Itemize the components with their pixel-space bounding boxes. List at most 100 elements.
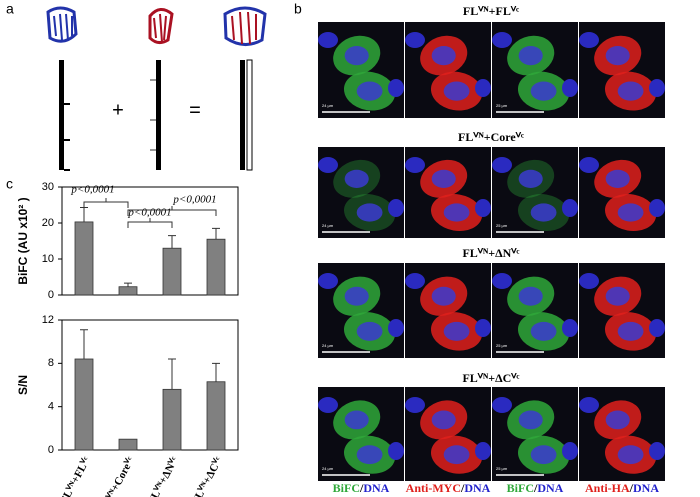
nucleus	[617, 81, 644, 101]
error-bar	[80, 329, 88, 359]
nucleus	[649, 79, 665, 97]
nucleus	[388, 79, 404, 97]
column-label-part: DNA	[633, 481, 659, 495]
nucleus	[475, 79, 491, 97]
schematic: + =	[46, 6, 267, 171]
bar	[162, 388, 182, 451]
panel-label: c	[6, 176, 13, 192]
column-label: Anti-HA/DNA	[585, 481, 659, 495]
nucleus	[579, 32, 599, 48]
annotation: p<0,0001	[127, 207, 171, 219]
x-tick-label: FLⱽᴺ+Coreⱽᶜ	[98, 455, 137, 497]
y-axis-label: BiFC (AU x10² )	[16, 197, 30, 284]
annotation: p<0,0001	[172, 194, 216, 206]
y-axis-label: S/N	[16, 375, 30, 395]
nucleus	[605, 169, 630, 188]
nucleus	[431, 410, 456, 430]
nucleus	[562, 442, 578, 460]
nucleus	[443, 81, 470, 101]
nucleus	[318, 32, 338, 48]
nucleus	[579, 157, 599, 173]
nucleus	[405, 273, 425, 289]
nucleus	[562, 79, 578, 97]
nucleus	[649, 199, 665, 217]
y-tick-label: 4	[48, 401, 54, 413]
nucleus	[518, 286, 543, 306]
nucleus	[356, 81, 383, 101]
x-tick-label: FLⱽᴺ+ΔCⱽᶜ	[190, 455, 225, 497]
nucleus	[530, 203, 557, 222]
nucleus	[388, 442, 404, 460]
column-label: Anti-MYC/DNA	[406, 481, 491, 495]
nucleus	[518, 410, 543, 430]
nucleus	[431, 169, 456, 188]
nucleus	[579, 273, 599, 289]
nucleus	[530, 81, 557, 101]
nucleus	[344, 46, 369, 66]
scale-label: 24 µm	[322, 343, 334, 348]
y-tick-label: 10	[42, 253, 54, 265]
column-label-part: /	[460, 481, 465, 495]
row-title: FLⱽᴺ+FLⱽᶜ	[463, 4, 519, 18]
error-bar	[168, 235, 176, 249]
nucleus	[344, 410, 369, 430]
error-bar	[80, 207, 88, 222]
bracket	[127, 218, 173, 228]
bar	[206, 381, 226, 451]
nucleus	[605, 286, 630, 306]
bar	[206, 238, 226, 296]
nucleus	[562, 199, 578, 217]
column-label-part: BiFC	[507, 481, 534, 495]
nucleus	[388, 319, 404, 337]
bracket	[127, 206, 217, 216]
column-label-part: /	[629, 481, 634, 495]
error-bar	[212, 227, 220, 240]
scale-label: 25 µm	[496, 103, 508, 108]
nucleus	[562, 319, 578, 337]
nucleus	[356, 445, 383, 465]
row-title: FLⱽᴺ+ΔNⱽᶜ	[462, 246, 519, 260]
nucleus	[579, 397, 599, 413]
nucleus	[492, 32, 512, 48]
nucleus	[443, 203, 470, 222]
scale-label: 25 µm	[496, 223, 508, 228]
nucleus	[649, 319, 665, 337]
bar	[162, 247, 182, 296]
annotation: p<0,0001	[70, 184, 114, 196]
nucleus	[617, 445, 644, 465]
nucleus	[530, 321, 557, 341]
scale-label: 24 µm	[322, 466, 334, 471]
micrograph-panel: FLⱽᴺ+FLⱽᶜ 24 µm 25 µm FLⱽᴺ+Coreⱽᶜ 24 µm 25 µm…	[318, 4, 665, 495]
nucleus	[492, 273, 512, 289]
bracket	[83, 198, 129, 208]
nucleus	[518, 169, 543, 188]
column-label-part: DNA	[464, 481, 490, 495]
nucleus	[475, 199, 491, 217]
y-tick-label: 30	[42, 181, 54, 193]
y-tick-label: 20	[42, 217, 54, 229]
plot-frame	[61, 186, 239, 296]
bar	[74, 221, 94, 296]
nucleus	[431, 46, 456, 66]
panel-label: a	[6, 1, 14, 17]
nucleus	[475, 442, 491, 460]
y-tick-label: 0	[48, 289, 54, 301]
nucleus	[318, 397, 338, 413]
nucleus	[617, 203, 644, 222]
plus: +	[112, 99, 124, 121]
y-tick-label: 0	[48, 444, 54, 456]
x-tick-label: FLⱽᴺ+ΔNⱽᶜ	[146, 455, 181, 497]
nucleus	[475, 319, 491, 337]
nucleus	[605, 410, 630, 430]
scale-label: 24 µm	[322, 103, 334, 108]
nucleus	[617, 321, 644, 341]
bar	[118, 286, 138, 296]
column-label-part: Anti-MYC	[406, 481, 461, 495]
nucleus	[356, 203, 383, 222]
column-label-part: /	[359, 481, 364, 495]
nucleus	[344, 169, 369, 188]
nucleus	[318, 157, 338, 173]
column-label: BiFC/DNA	[507, 481, 564, 495]
row-title: FLⱽᴺ+Coreⱽᶜ	[458, 130, 524, 144]
column-label-part: Anti-HA	[585, 481, 630, 495]
